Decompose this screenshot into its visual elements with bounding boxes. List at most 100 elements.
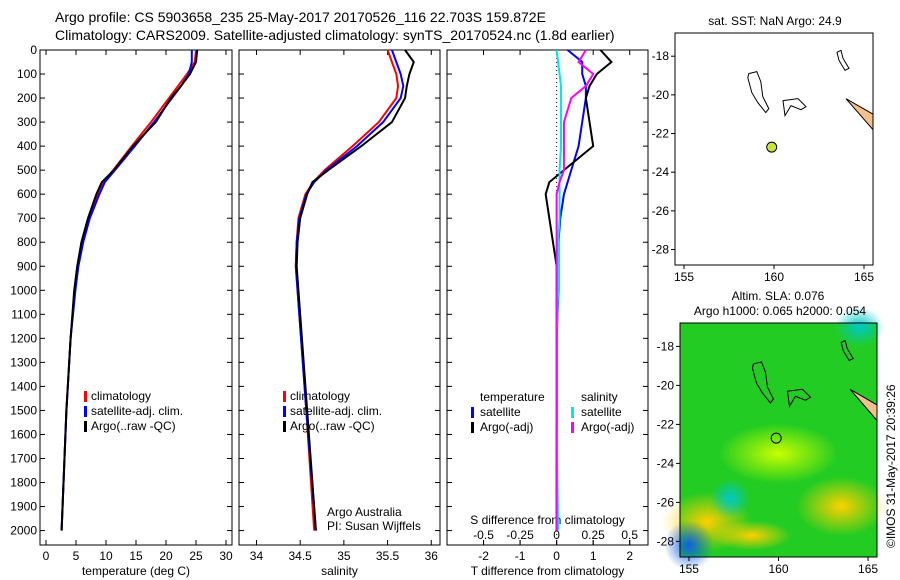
y-tick-label: 800: [17, 235, 37, 249]
reef-outline: [782, 98, 807, 118]
series-satellite-adj-clim-: [60, 50, 193, 531]
x-tick-label: 25: [189, 549, 203, 563]
x-tick-label: -1: [515, 549, 526, 563]
x2-tick-label: 0: [553, 528, 560, 542]
series-t-argo-adj-: [544, 49, 613, 531]
x-tick-label: 20: [159, 549, 173, 563]
y-tick-label: 1600: [10, 427, 37, 441]
legend-label: satellite: [480, 405, 521, 419]
x-tick-label: 5: [73, 549, 80, 563]
x-tick-label: 0: [43, 549, 50, 563]
y-tick-label: 1900: [10, 500, 37, 514]
x2-tick-label: 0.25: [582, 528, 606, 542]
reef-outline: [751, 361, 775, 404]
title-line-2: Climatology: CARS2009. Satellite-adjuste…: [55, 27, 615, 43]
x2-axis-label: S difference from climatology: [470, 513, 625, 527]
x-tick-label: 10: [99, 549, 113, 563]
series-argo-raw-qc-: [60, 49, 199, 531]
legend-label: satellite: [581, 405, 622, 419]
y-tick-label: 1100: [11, 307, 37, 321]
difference-axes-box: [446, 49, 649, 546]
x-axis-label: temperature (deg C): [82, 564, 190, 578]
y-tick-label: 1300: [10, 355, 37, 369]
legend-label: satellite-adj. clim.: [91, 404, 183, 418]
x-tick-label: 36: [425, 549, 439, 563]
sst-map-title: sat. SST: NaN Argo: 24.9: [708, 14, 842, 28]
x-axis-label: salinity: [321, 564, 358, 578]
y-tick-label: 1000: [10, 283, 37, 297]
y-tick-label: 1700: [10, 451, 37, 465]
x2-tick-label: 0.5: [621, 528, 638, 542]
lat-tick-label: -22: [657, 417, 675, 431]
lat-tick-label: -26: [657, 495, 675, 509]
legend-swatch: [84, 391, 87, 402]
x-tick-label: 15: [129, 549, 143, 563]
sla-anomaly-blob: [710, 478, 751, 519]
x-tick-label: 30: [219, 549, 233, 563]
x-tick-label: 35: [337, 549, 351, 563]
x2-tick-label: -0.25: [506, 528, 534, 542]
x-tick-label: -2: [478, 549, 489, 563]
legend-label: salinity: [581, 390, 618, 404]
lon-tick-label: 165: [858, 562, 878, 576]
lat-tick-label: -18: [652, 49, 670, 63]
legend-swatch: [283, 421, 286, 432]
y-tick-label: 700: [17, 211, 37, 225]
x2-tick-label: -0.5: [473, 528, 494, 542]
lat-tick-label: -24: [652, 165, 670, 179]
new-caledonia-land: [845, 98, 874, 132]
y-tick-label: 100: [17, 67, 37, 81]
y-tick-label: 1200: [10, 331, 37, 345]
sla-map-title-1: Altim. SLA: 0.076: [732, 289, 825, 303]
lat-tick-label: -24: [657, 456, 675, 470]
reef-outline: [836, 49, 850, 71]
lat-tick-label: -22: [652, 127, 670, 141]
legend-label: satellite-adj. clim.: [290, 404, 382, 418]
x-tick-label: 2: [626, 549, 633, 563]
legend-label: Argo(..raw -QC): [290, 419, 375, 433]
legend-swatch: [471, 407, 474, 418]
y-tick-label: 900: [17, 259, 37, 273]
legend-swatch: [471, 422, 474, 433]
lat-tick-label: -18: [657, 339, 675, 353]
y-tick-label: 2000: [10, 524, 37, 538]
lon-tick-label: 165: [854, 270, 874, 284]
series-climatology: [60, 49, 197, 531]
x-tick-label: 35.5: [376, 549, 400, 563]
title-line-1: Argo profile: CS 5903658_235 25-May-2017…: [55, 9, 546, 25]
x-tick-label: 34.5: [288, 549, 312, 563]
y-tick-label: 1400: [10, 379, 37, 393]
argo-float-location-marker: [770, 432, 782, 444]
lon-tick-label: 160: [768, 562, 788, 576]
legend-label: climatology: [91, 389, 151, 403]
annotation: Argo Australia: [327, 505, 402, 519]
sla-anomaly-blob: [834, 306, 885, 347]
lat-tick-label: -20: [652, 88, 670, 102]
lat-tick-label: -20: [657, 378, 675, 392]
y-tick-label: 1800: [10, 476, 37, 490]
new-caledonia-land: [849, 388, 878, 422]
legend-swatch: [84, 421, 87, 432]
sla-anomaly-blob: [663, 520, 714, 571]
credit-text: ©IMOS 31-May-2017 20:39:26: [884, 384, 898, 548]
reef-outline: [786, 388, 812, 408]
lon-tick-label: 160: [764, 270, 784, 284]
argo-float-location-marker: [766, 141, 778, 153]
lat-tick-label: -28: [657, 534, 675, 548]
y-tick-label: 400: [17, 139, 37, 153]
x-tick-label: 34: [250, 549, 264, 563]
y-tick-label: 600: [17, 187, 37, 201]
sla-map-title-2: Argo h1000: 0.065 h2000: 0.054: [694, 304, 866, 318]
salinity-axes-box: [238, 49, 441, 546]
series-satellite-adj-clim-: [294, 49, 405, 531]
legend-swatch: [571, 422, 574, 433]
legend-swatch: [283, 391, 286, 402]
y-tick-label: 1500: [10, 403, 37, 417]
legend-label: climatology: [290, 389, 350, 403]
x-axis-label: T difference from climatology: [471, 564, 625, 578]
series-argo-raw-qc-: [295, 49, 415, 531]
lat-tick-label: -26: [652, 204, 670, 218]
x-tick-label: 0: [553, 549, 560, 563]
legend-swatch: [571, 407, 574, 418]
